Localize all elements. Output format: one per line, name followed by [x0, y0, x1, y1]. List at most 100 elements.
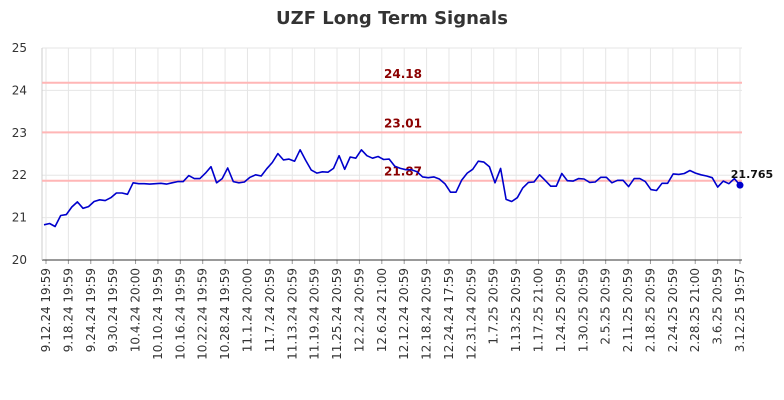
- data-point: [611, 182, 613, 184]
- data-point: [705, 175, 707, 177]
- x-tick-label: 11.25.24 20:59: [330, 268, 344, 360]
- data-point: [616, 179, 618, 181]
- data-point: [193, 177, 195, 179]
- data-point: [533, 181, 535, 183]
- data-point: [243, 181, 245, 183]
- data-point: [76, 201, 78, 203]
- data-point: [254, 174, 256, 176]
- data-point: [488, 166, 490, 168]
- data-point: [232, 180, 234, 182]
- y-tick-label: 25: [12, 41, 27, 55]
- data-point: [666, 182, 668, 184]
- reference-line-label: 21.87: [384, 165, 422, 179]
- data-point: [204, 172, 206, 174]
- data-point: [227, 167, 229, 169]
- data-point: [60, 214, 62, 216]
- data-point: [160, 182, 162, 184]
- x-tick-label: 1.17.25 21:00: [532, 268, 546, 352]
- data-point: [360, 149, 362, 151]
- data-point: [299, 149, 301, 151]
- x-tick-label: 11.13.24 20:59: [285, 268, 299, 360]
- last-value-marker: [736, 181, 744, 189]
- y-tick-label: 23: [12, 126, 27, 140]
- data-point: [661, 182, 663, 184]
- data-point: [728, 182, 730, 184]
- data-point: [188, 174, 190, 176]
- data-point: [260, 175, 262, 177]
- data-point: [583, 178, 585, 180]
- data-point: [483, 161, 485, 163]
- x-tick-label: 10.4.24 20:00: [129, 268, 143, 352]
- data-point: [544, 179, 546, 181]
- x-tick-label: 11.19.24 20:59: [308, 268, 322, 360]
- data-point: [304, 159, 306, 161]
- data-point: [338, 154, 340, 156]
- data-point: [371, 157, 373, 159]
- data-point: [366, 154, 368, 156]
- data-point: [288, 158, 290, 160]
- data-point: [238, 182, 240, 184]
- data-point: [327, 171, 329, 173]
- reference-line-label: 23.01: [384, 116, 422, 130]
- y-tick-label: 20: [12, 253, 27, 267]
- x-tick-label: 3.12.25 19:57: [733, 268, 747, 352]
- data-point: [683, 172, 685, 174]
- data-point: [421, 176, 423, 178]
- data-point: [639, 177, 641, 179]
- data-point: [405, 168, 407, 170]
- data-point: [538, 174, 540, 176]
- x-tick-label: 2.18.25 20:59: [643, 268, 657, 352]
- data-point: [210, 166, 212, 168]
- data-point: [511, 200, 513, 202]
- x-tick-label: 12.12.24 20:59: [397, 268, 411, 360]
- data-point: [549, 185, 551, 187]
- data-point: [221, 177, 223, 179]
- data-point: [176, 180, 178, 182]
- data-point: [577, 177, 579, 179]
- data-point: [321, 171, 323, 173]
- data-point: [355, 157, 357, 159]
- data-point: [343, 168, 345, 170]
- data-point: [717, 186, 719, 188]
- signal-series-line: [43, 149, 741, 228]
- x-tick-label: 11.1.24 20:00: [240, 268, 254, 352]
- data-point: [165, 183, 167, 185]
- x-tick-label: 12.18.24 20:59: [420, 268, 434, 360]
- x-tick-label: 10.28.24 19:59: [218, 268, 232, 360]
- y-tick-label: 21: [12, 211, 27, 225]
- data-point: [149, 183, 151, 185]
- x-tick-label: 12.31.24 20:59: [464, 268, 478, 360]
- data-point: [410, 168, 412, 170]
- data-point: [472, 168, 474, 170]
- y-tick-label: 24: [12, 83, 27, 97]
- data-point: [594, 181, 596, 183]
- x-tick-label: 10.22.24 19:59: [196, 268, 210, 360]
- data-point: [605, 176, 607, 178]
- data-point: [416, 171, 418, 173]
- data-point: [266, 168, 268, 170]
- x-tick-label: 2.28.25 21:00: [688, 268, 702, 352]
- x-tick-label: 3.6.25 20:59: [711, 268, 725, 345]
- data-point: [433, 176, 435, 178]
- data-point: [98, 199, 100, 201]
- data-point: [499, 167, 501, 169]
- x-tick-label: 9.18.24 19:59: [61, 268, 75, 352]
- data-point: [154, 182, 156, 184]
- data-point: [271, 161, 273, 163]
- data-point: [399, 167, 401, 169]
- x-tick-label: 9.24.24 19:59: [84, 268, 98, 352]
- data-point: [555, 185, 557, 187]
- data-point: [126, 193, 128, 195]
- data-point: [477, 160, 479, 162]
- data-point: [115, 192, 117, 194]
- data-point: [633, 177, 635, 179]
- x-tick-label: 9.12.24 19:59: [39, 268, 53, 352]
- reference-line-label: 24.18: [384, 67, 422, 81]
- x-tick-label: 2.24.25 20:59: [666, 268, 680, 352]
- data-point: [394, 165, 396, 167]
- x-tick-label: 12.2.24 20:59: [352, 268, 366, 352]
- data-point: [110, 196, 112, 198]
- data-point: [332, 167, 334, 169]
